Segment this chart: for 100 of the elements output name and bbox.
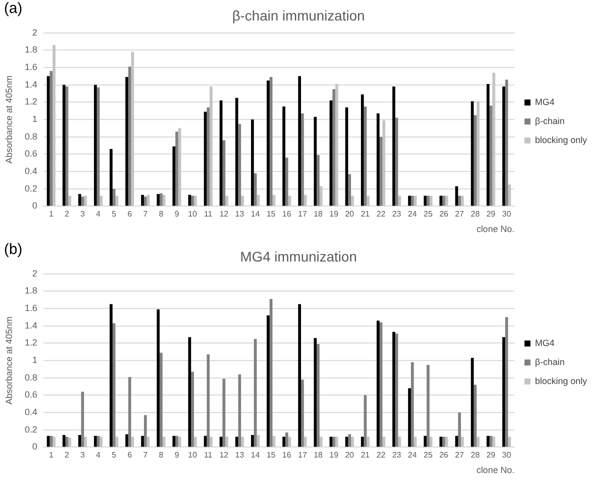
bar — [376, 113, 380, 206]
x-tick-label: 16 — [282, 209, 292, 218]
x-tick-label: 26 — [439, 450, 449, 460]
bar — [270, 77, 272, 206]
bar — [489, 436, 492, 447]
bar — [81, 392, 84, 447]
y-tick-label: 1.6 — [24, 302, 38, 313]
bar — [191, 196, 194, 206]
bar — [455, 436, 458, 447]
bar — [408, 388, 411, 447]
bar — [460, 196, 464, 206]
y-tick-label: 0 — [32, 200, 38, 211]
bar — [316, 155, 320, 206]
x-tick-label: 19 — [329, 209, 339, 218]
bar — [238, 124, 242, 206]
bar — [410, 362, 414, 447]
bar — [162, 436, 166, 447]
y-axis-title: Absorbance at 405nm — [4, 316, 14, 405]
x-tick-label: 30 — [502, 209, 512, 218]
bar — [332, 436, 336, 447]
bar — [470, 101, 474, 206]
bar — [52, 436, 56, 447]
x-tick-label: 3 — [80, 209, 86, 218]
bar — [62, 84, 66, 206]
legend-label: β-chain — [534, 116, 565, 126]
x-tick-label: 16 — [282, 450, 292, 460]
legend-label: blocking only — [534, 376, 588, 386]
x-tick-label: 28 — [470, 209, 480, 218]
bar — [408, 196, 411, 206]
bar — [178, 128, 182, 206]
bar — [238, 374, 242, 447]
chart-title: β-chain immunization — [232, 7, 365, 24]
x-tick-label: 7 — [143, 450, 148, 460]
bar — [458, 196, 461, 206]
bar — [125, 434, 128, 447]
bar — [398, 196, 401, 206]
x-tick-label: 7 — [143, 209, 148, 218]
x-tick-label: 4 — [96, 450, 102, 460]
x-tick-label: 1 — [48, 209, 54, 218]
bar — [141, 436, 144, 447]
bar — [84, 196, 87, 206]
bar — [50, 70, 53, 206]
y-axis-title: Absorbance at 405nm — [4, 75, 14, 164]
bar — [380, 136, 382, 206]
x-tick-label: 27 — [455, 450, 464, 460]
x-tick-label: 10 — [188, 209, 198, 218]
x-tick-label: 20 — [345, 450, 355, 460]
bar — [251, 120, 254, 206]
x-tick-label: 28 — [470, 450, 480, 460]
y-tick-label: 1.4 — [24, 320, 38, 330]
x-tick-label: 1 — [48, 450, 54, 460]
x-tick-label: 17 — [298, 209, 308, 218]
y-tick-label: 0.8 — [24, 131, 38, 142]
x-tick-label: 19 — [329, 450, 339, 460]
bar — [508, 436, 511, 447]
x-tick-label: 30 — [502, 450, 512, 460]
x-tick-label: 2 — [64, 450, 70, 460]
bar — [194, 436, 197, 447]
bar — [320, 436, 322, 447]
bar — [395, 118, 398, 206]
x-tick-label: 21 — [360, 209, 370, 218]
bar — [144, 196, 147, 206]
x-tick-label: 11 — [204, 209, 213, 218]
x-tick-label: 6 — [127, 209, 132, 218]
bar — [178, 436, 182, 447]
bar — [470, 358, 474, 447]
x-tick-label: 24 — [408, 450, 418, 460]
x-tick-label: 8 — [158, 450, 164, 460]
bar — [288, 436, 292, 447]
bar — [486, 436, 490, 447]
bar — [380, 322, 382, 447]
x-tick-label: 18 — [314, 209, 324, 218]
bar — [410, 196, 414, 206]
bar — [220, 100, 222, 206]
y-tick-label: 1.8 — [24, 286, 38, 296]
y-tick-label: 0.8 — [24, 372, 38, 382]
x-tick-label: 22 — [376, 209, 386, 218]
x-tick-label: 26 — [439, 209, 449, 218]
bar — [84, 436, 87, 447]
legend-label: β-chain — [534, 356, 565, 367]
bar — [65, 436, 68, 447]
bar — [288, 196, 292, 206]
y-tick-label: 1 — [32, 114, 38, 124]
legend-label: MG4 — [534, 96, 554, 107]
x-tick-label: 12 — [219, 209, 229, 218]
bar — [351, 436, 354, 447]
x-tick-label: 24 — [408, 209, 418, 218]
x-tick-label: 23 — [392, 209, 402, 218]
bar — [94, 84, 97, 206]
bar — [304, 194, 307, 206]
y-tick-label: 0.4 — [24, 407, 38, 418]
bar — [172, 146, 176, 206]
x-tick-label: 25 — [424, 450, 434, 460]
x-tick-label: 9 — [174, 209, 180, 218]
bar — [272, 194, 276, 206]
x-tick-label: 11 — [204, 450, 213, 460]
bar — [455, 186, 458, 206]
bar — [50, 436, 53, 447]
x-tick-label: 25 — [424, 209, 434, 218]
bar — [360, 94, 364, 206]
